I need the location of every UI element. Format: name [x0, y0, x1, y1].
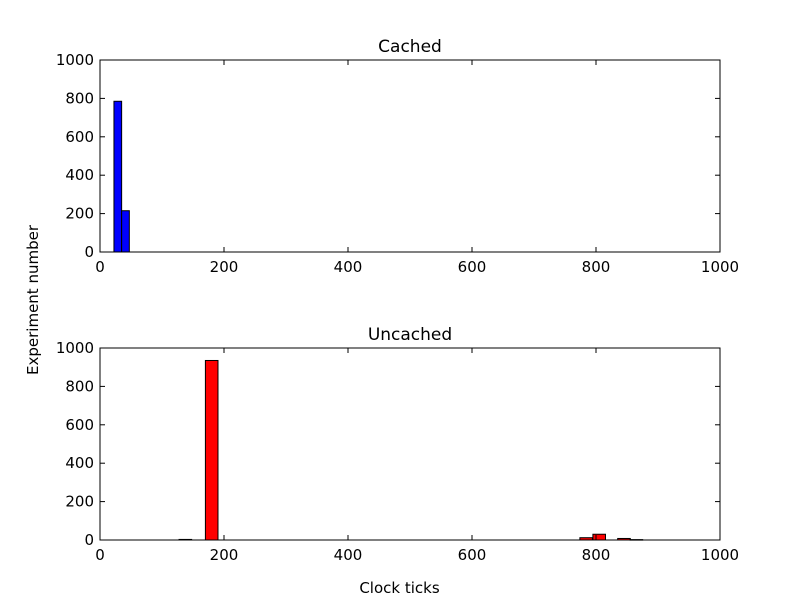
uncached-ytick-label-3: 600 — [65, 416, 94, 434]
uncached-panel: 0 200 400 600 800 1000 0 200 400 600 800 1000 Uncach… — [56, 325, 739, 564]
cached-xtick-label-5: 1000 — [701, 258, 739, 276]
cached-ytick-label-4: 800 — [65, 89, 94, 107]
uncached-ytick-label-5: 1000 — [56, 339, 94, 357]
uncached-xtick-label-1: 200 — [210, 546, 239, 564]
uncached-plot-area — [100, 348, 720, 540]
cached-xtick-label-0: 0 — [95, 258, 105, 276]
cached-plot-area — [100, 60, 720, 252]
cached-bar-0 — [113, 100, 123, 253]
cached-xtick-label-2: 400 — [334, 258, 363, 276]
uncached-axes-frame — [99, 347, 721, 541]
cached-ytick-label-2: 400 — [65, 166, 94, 184]
uncached-xtick-label-3: 600 — [458, 546, 487, 564]
cached-ytick-label-5: 1000 — [56, 51, 94, 69]
cached-xtick-label-4: 800 — [582, 258, 611, 276]
cached-ytick-label-3: 600 — [65, 128, 94, 146]
uncached-ytick-label-4: 800 — [65, 377, 94, 395]
uncached-bar-3 — [592, 533, 606, 541]
uncached-bar-1 — [204, 359, 219, 541]
cached-ytick-label-0: 0 — [84, 243, 94, 261]
uncached-ytick-label-1: 200 — [65, 493, 94, 511]
uncached-xtick-label-2: 400 — [334, 546, 363, 564]
cached-panel: 0 200 400 600 800 1000 0 200 400 600 800 1000 Cached — [56, 37, 739, 276]
cached-ytick-label-1: 200 — [65, 205, 94, 223]
uncached-ytick-label-2: 400 — [65, 454, 94, 472]
shared-ylabel: Experiment number — [24, 224, 42, 375]
uncached-xtick-label-0: 0 — [95, 546, 105, 564]
uncached-xtick-label-5: 1000 — [701, 546, 739, 564]
uncached-title: Uncached — [368, 325, 452, 345]
cached-xtick-label-3: 600 — [458, 258, 487, 276]
cached-axes-frame — [99, 59, 721, 253]
shared-xlabel: Clock ticks — [359, 579, 440, 597]
uncached-xtick-label-4: 800 — [582, 546, 611, 564]
cached-xtick-label-1: 200 — [210, 258, 239, 276]
cached-bar-1 — [121, 210, 130, 253]
cached-title: Cached — [378, 37, 442, 57]
uncached-ytick-label-0: 0 — [84, 531, 94, 549]
